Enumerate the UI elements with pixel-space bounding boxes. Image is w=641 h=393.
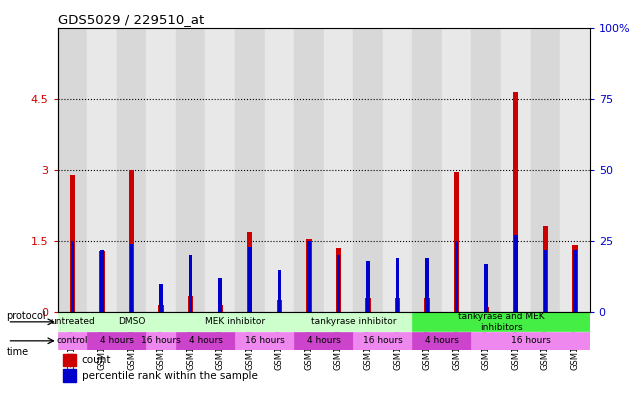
Bar	[307, 241, 311, 312]
Bar	[472, 28, 501, 312]
Bar	[353, 28, 383, 312]
Bar	[188, 296, 194, 312]
Bar	[365, 298, 370, 312]
Bar	[63, 354, 76, 366]
Bar	[189, 255, 192, 312]
Text: 16 hours: 16 hours	[363, 336, 403, 345]
Bar	[247, 231, 253, 312]
Bar	[543, 226, 548, 312]
Bar	[87, 312, 176, 331]
Bar	[87, 28, 117, 312]
Bar	[483, 307, 489, 312]
Bar	[531, 28, 560, 312]
Bar	[70, 174, 75, 312]
Text: MEK inhibitor: MEK inhibitor	[205, 317, 265, 326]
Bar	[146, 332, 176, 349]
Bar	[277, 301, 282, 312]
Text: 4 hours: 4 hours	[188, 336, 222, 345]
Text: 16 hours: 16 hours	[511, 336, 551, 345]
Bar	[129, 170, 134, 312]
Bar	[71, 241, 74, 312]
Text: GDS5029 / 229510_at: GDS5029 / 229510_at	[58, 13, 204, 26]
Bar	[442, 28, 472, 312]
Bar	[176, 28, 206, 312]
Bar	[501, 28, 531, 312]
Bar	[426, 258, 429, 312]
Bar	[176, 312, 294, 331]
Bar	[58, 28, 87, 312]
Bar	[58, 312, 87, 331]
Text: count: count	[81, 355, 111, 365]
Text: tankyrase inhibitor: tankyrase inhibitor	[310, 317, 396, 326]
Text: untreated: untreated	[50, 317, 95, 326]
Bar	[130, 244, 133, 312]
Bar	[383, 28, 412, 312]
Bar	[63, 369, 76, 382]
Bar	[235, 332, 294, 349]
Bar	[336, 248, 341, 312]
Bar	[206, 28, 235, 312]
Bar	[454, 172, 460, 312]
Bar	[573, 250, 577, 312]
Bar	[412, 332, 472, 349]
Bar	[572, 245, 578, 312]
Bar	[158, 305, 164, 312]
Text: 4 hours: 4 hours	[307, 336, 340, 345]
Bar	[560, 28, 590, 312]
Bar	[117, 28, 146, 312]
Bar	[294, 28, 324, 312]
Bar	[100, 250, 104, 312]
Text: 16 hours: 16 hours	[245, 336, 285, 345]
Bar	[99, 251, 104, 312]
Bar	[366, 261, 370, 312]
Text: percentile rank within the sample: percentile rank within the sample	[81, 371, 258, 381]
Bar	[219, 278, 222, 312]
Bar	[146, 28, 176, 312]
Bar	[412, 312, 590, 331]
Bar	[235, 28, 265, 312]
Bar	[513, 92, 519, 312]
Bar	[337, 255, 340, 312]
Bar	[472, 332, 590, 349]
Bar	[424, 298, 430, 312]
Bar	[176, 332, 235, 349]
Bar	[160, 284, 163, 312]
Bar	[217, 305, 223, 312]
Text: protocol: protocol	[6, 311, 46, 321]
Bar	[306, 239, 312, 312]
Bar	[265, 28, 294, 312]
Bar	[87, 332, 146, 349]
Bar	[324, 28, 353, 312]
Text: 4 hours: 4 hours	[425, 336, 459, 345]
Bar	[455, 241, 458, 312]
Bar	[544, 250, 547, 312]
Bar	[248, 247, 251, 312]
Bar	[395, 298, 400, 312]
Bar	[294, 312, 412, 331]
Text: time: time	[6, 347, 29, 357]
Bar	[396, 258, 399, 312]
Text: 4 hours: 4 hours	[100, 336, 134, 345]
Bar	[412, 28, 442, 312]
Bar	[294, 332, 353, 349]
Text: DMSO: DMSO	[118, 317, 146, 326]
Bar	[278, 270, 281, 312]
Bar	[485, 264, 488, 312]
Text: tankyrase and MEK
inhibitors: tankyrase and MEK inhibitors	[458, 312, 544, 332]
Bar	[514, 235, 517, 312]
Bar	[353, 332, 412, 349]
Text: 16 hours: 16 hours	[141, 336, 181, 345]
Bar	[58, 332, 87, 349]
Text: control: control	[56, 336, 88, 345]
